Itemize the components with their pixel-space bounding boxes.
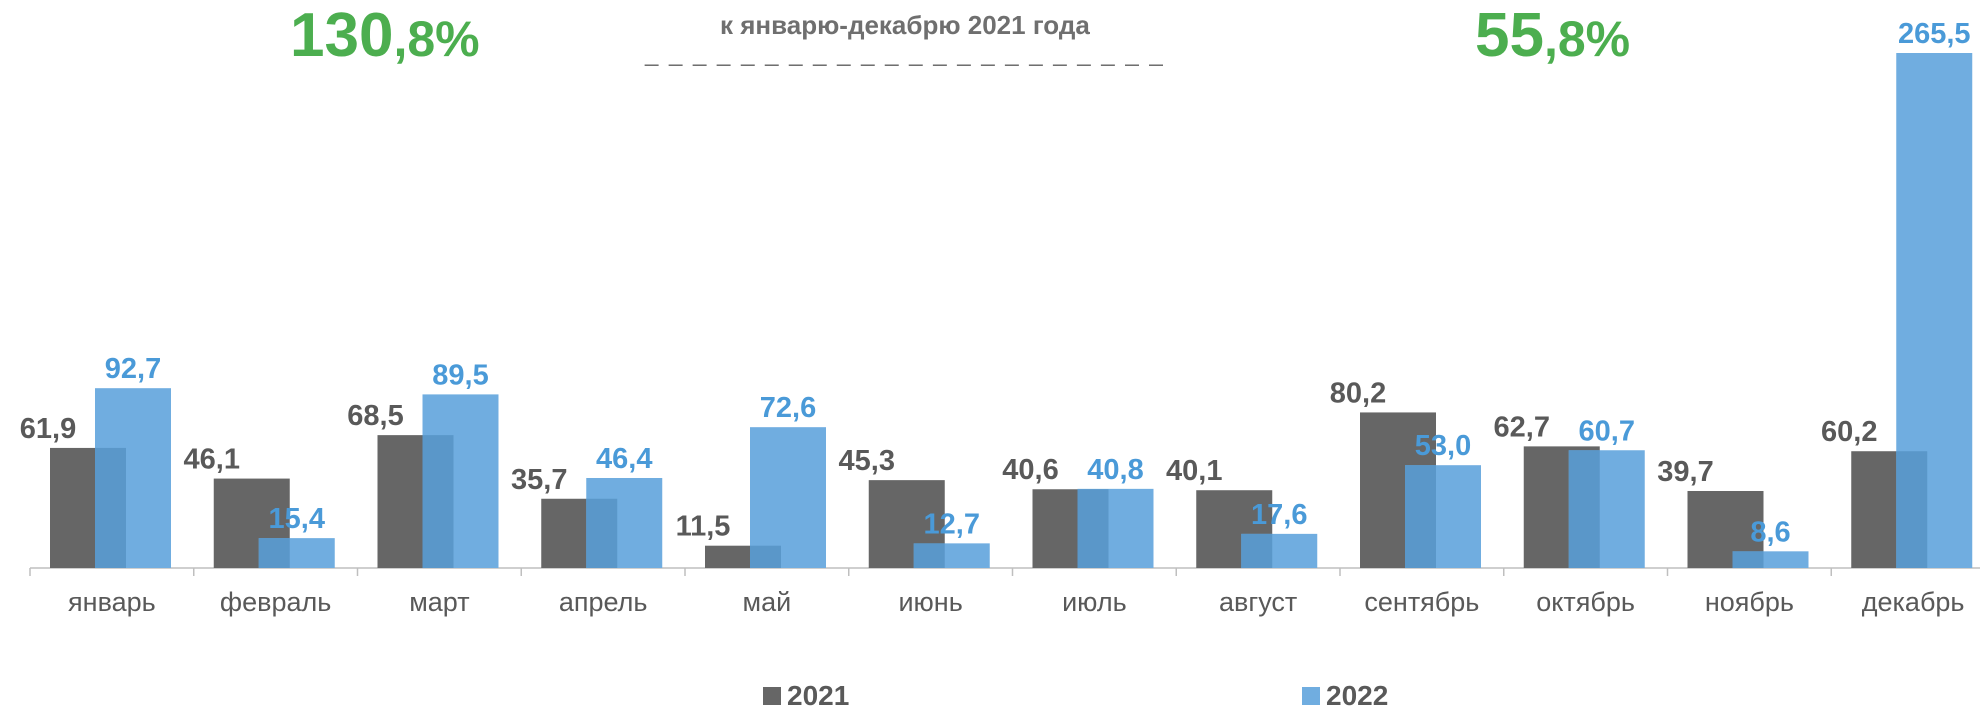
data-label-2021: 11,5 (676, 511, 731, 543)
kpi-left-growth: 130,8% (290, 0, 480, 71)
data-label-2022: 92,7 (105, 353, 161, 385)
subtitle-dashed-line: _ _ _ _ _ _ _ _ _ _ _ _ _ _ _ _ _ _ _ _ … (645, 40, 1165, 67)
data-label-2022: 40,8 (1087, 454, 1143, 486)
data-label-2022: 60,7 (1579, 415, 1635, 447)
bar-overlap (586, 498, 618, 568)
x-tick-label: октябрь (1536, 587, 1635, 617)
bar-overlap (913, 543, 945, 568)
data-label-2021: 68,5 (347, 400, 403, 432)
x-tick-label: май (743, 587, 792, 617)
data-label-2021: 62,7 (1494, 411, 1550, 443)
data-label-2022: 72,6 (760, 392, 816, 424)
bar-overlap (1568, 450, 1600, 568)
kpi-left-int: 130 (290, 1, 394, 70)
data-label-2022: 265,5 (1898, 18, 1971, 50)
x-tick-label: март (409, 587, 469, 617)
data-label-2021: 61,9 (20, 413, 76, 445)
legend-item-2021: 2021 (763, 680, 849, 712)
bar-overlap (95, 447, 126, 568)
x-tick-label: ноябрь (1705, 587, 1794, 617)
bar-2022 (750, 427, 826, 568)
x-tick-label: август (1219, 587, 1297, 617)
x-tick-label: июль (1062, 587, 1127, 617)
data-label-2022: 17,6 (1251, 499, 1307, 531)
data-label-2022: 12,7 (924, 508, 980, 540)
data-label-2022: 15,4 (269, 503, 325, 535)
bar-overlap (1405, 465, 1436, 568)
bar-overlap (1732, 551, 1764, 568)
data-label-2021: 60,2 (1821, 416, 1877, 448)
legend-swatch-2022 (1302, 687, 1320, 705)
legend-label-2021: 2021 (787, 680, 850, 711)
data-label-2021: 80,2 (1330, 377, 1386, 409)
comparison-subtitle: к январю-декабрю 2021 года (720, 10, 1090, 40)
x-tick-label: декабрь (1862, 587, 1965, 617)
data-label-2022: 53,0 (1415, 430, 1471, 462)
kpi-right-dec: ,8% (1543, 11, 1631, 67)
data-label-2021: 40,1 (1166, 455, 1222, 487)
legend-swatch-2021 (763, 687, 781, 705)
bar-overlap (1896, 451, 1928, 568)
kpi-right-growth: 55,8% (1475, 0, 1630, 71)
data-label-2022: 89,5 (432, 359, 488, 391)
legend-item-2022: 2022 (1302, 680, 1388, 712)
kpi-left-dec: ,8% (393, 11, 480, 67)
data-label-2021: 45,3 (839, 445, 895, 477)
bar-overlap (1077, 489, 1109, 568)
legend-label-2022: 2022 (1326, 680, 1389, 711)
data-label-2021: 40,6 (1002, 454, 1058, 486)
data-label-2022: 46,4 (596, 443, 652, 475)
data-label-2021: 39,7 (1657, 456, 1713, 488)
data-label-2021: 35,7 (511, 464, 567, 496)
bar-overlap (258, 538, 290, 568)
x-tick-label: апрель (559, 587, 648, 617)
bar-overlap (422, 435, 454, 568)
x-tick-label: январь (68, 587, 156, 617)
bar-overlap (750, 545, 781, 568)
data-label-2022: 8,6 (1750, 516, 1790, 548)
kpi-right-int: 55 (1475, 1, 1544, 70)
data-label-2021: 46,1 (184, 444, 240, 476)
bar-overlap (1241, 533, 1273, 568)
x-tick-label: июнь (898, 587, 962, 617)
x-tick-label: февраль (220, 587, 331, 617)
x-tick-label: сентябрь (1364, 587, 1479, 617)
